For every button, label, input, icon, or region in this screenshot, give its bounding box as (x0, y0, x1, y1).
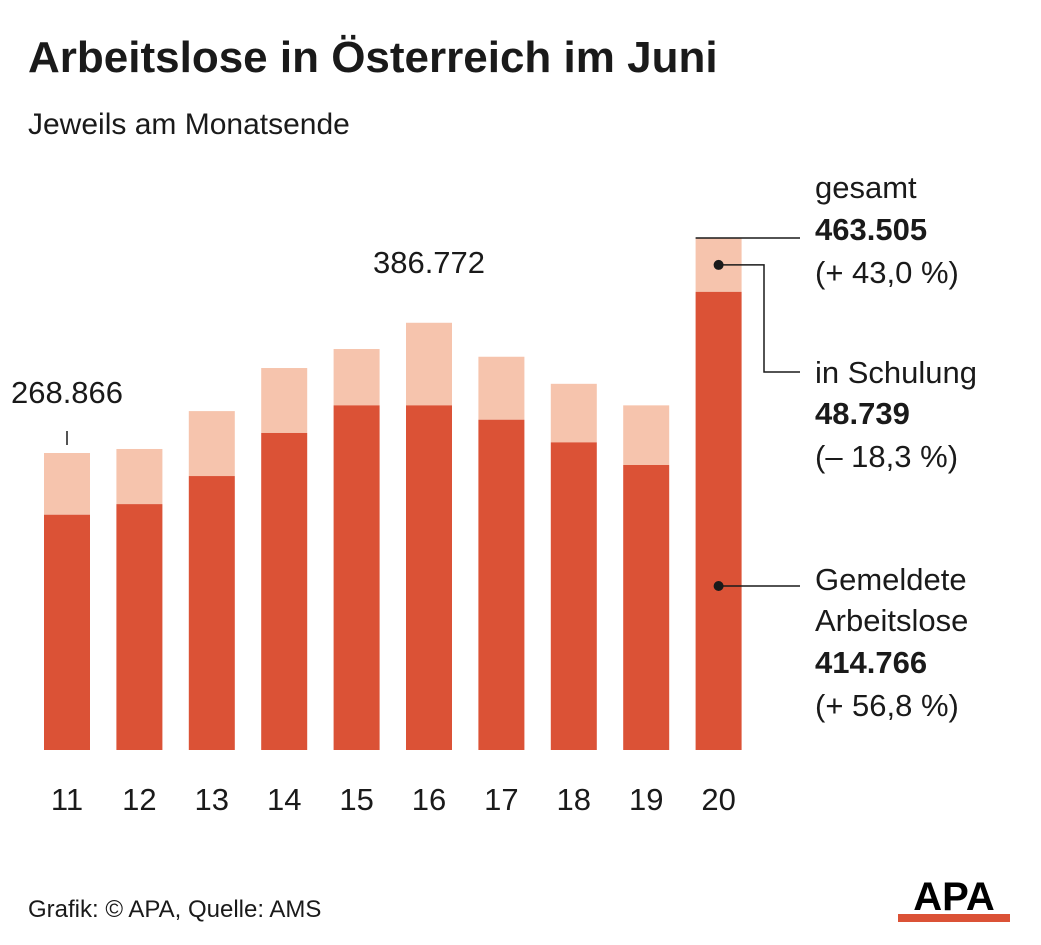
x-tick-label-12: 12 (122, 782, 156, 817)
gemeldet-label-line1: Gemeldete (815, 562, 967, 597)
x-tick-label-11: 11 (51, 782, 83, 817)
gesamt-value: 463.505 (815, 212, 927, 247)
schulung-dot-marker (713, 259, 724, 270)
schulung-leader-line (718, 264, 800, 373)
bar-gemeldet-12 (116, 504, 163, 750)
bar-gemeldet-16 (406, 405, 452, 750)
stacked-bar-chart: 11 12 13 14 15 16 17 18 19 20 268.866 386.772 gesa… (11, 170, 977, 817)
x-tick-label-15: 15 (339, 782, 373, 817)
annotations: gesamt 463.505 (+ 43,0 %) in Schulung 48… (695, 170, 977, 723)
bar-schulung-14 (261, 368, 308, 433)
x-tick-label-20: 20 (701, 782, 735, 817)
gemeldet-value: 414.766 (815, 645, 927, 680)
bar-gemeldet-17 (478, 419, 525, 750)
x-tick-label-18: 18 (557, 782, 591, 817)
x-tick-label-14: 14 (267, 782, 301, 817)
gesamt-change: (+ 43,0 %) (815, 255, 959, 290)
bar-schulung-16 (406, 322, 452, 406)
bar-gemeldet-20 (695, 291, 742, 750)
value-label-11: 268.866 (11, 375, 123, 410)
bar-schulung-18 (550, 383, 597, 443)
source-credit: Grafik: © APA, Quelle: AMS (28, 896, 322, 923)
chart-subtitle: Jeweils am Monatsende (28, 108, 350, 141)
bar-schulung-11 (44, 453, 90, 515)
x-tick-label-16: 16 (412, 782, 446, 817)
apa-logo-bar (898, 914, 1010, 922)
schulung-label: in Schulung (815, 355, 977, 390)
bar-gemeldet-15 (333, 405, 380, 750)
gemeldet-dot-marker (713, 581, 724, 591)
value-label-16: 386.772 (373, 245, 485, 280)
gemeldet-change: (+ 56,8 %) (815, 688, 959, 723)
bar-gemeldet-13 (188, 476, 235, 750)
x-tick-labels: 11 12 13 14 15 16 17 18 19 20 (51, 782, 736, 817)
x-tick-label-17: 17 (484, 782, 518, 817)
bar-schulung-19 (623, 405, 670, 466)
x-tick-label-13: 13 (195, 782, 229, 817)
schulung-value: 48.739 (815, 396, 910, 431)
apa-logo-text: APA (913, 876, 994, 919)
bar-gemeldet-18 (550, 442, 597, 750)
bar-gemeldet-11 (44, 514, 90, 750)
schulung-change: (– 18,3 %) (815, 439, 958, 474)
bars-group (44, 238, 742, 750)
bar-schulung-13 (188, 411, 235, 477)
bar-schulung-15 (333, 349, 380, 406)
bar-schulung-17 (478, 356, 525, 420)
gemeldet-label-line2: Arbeitslose (815, 603, 968, 638)
bar-gemeldet-19 (623, 465, 670, 750)
x-tick-label-19: 19 (629, 782, 663, 817)
bar-gemeldet-14 (261, 432, 308, 750)
apa-logo: APA (898, 876, 1010, 922)
gesamt-label: gesamt (815, 170, 917, 205)
chart-title: Arbeitslose in Österreich im Juni (28, 33, 718, 82)
bar-schulung-12 (116, 448, 163, 505)
value-labels: 268.866 386.772 (11, 245, 485, 446)
